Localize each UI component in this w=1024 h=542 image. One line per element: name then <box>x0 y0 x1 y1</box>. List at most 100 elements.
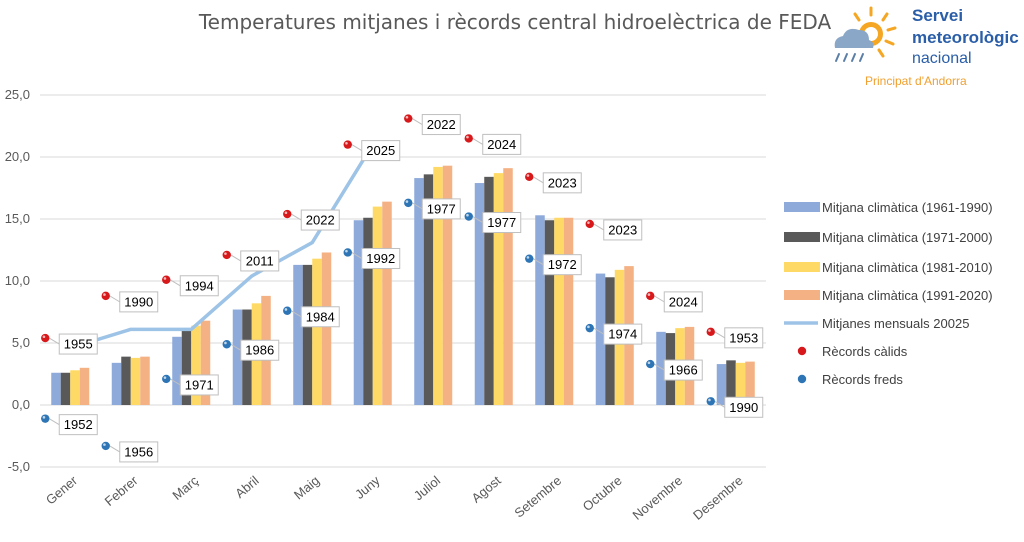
cold-record-label-box <box>240 339 280 361</box>
warm-record-label-box <box>603 219 643 241</box>
y-tick-label: -5,0 <box>8 459 30 474</box>
warm-record-label-text: 1955 <box>64 337 93 352</box>
warm-record-point <box>646 291 655 301</box>
cold-record-label-text: 1986 <box>245 343 274 358</box>
cold-record-point-shine <box>587 325 590 329</box>
bar <box>321 252 332 405</box>
warm-record-point-shine <box>405 115 409 119</box>
bar <box>745 361 755 405</box>
cold-record-point-marker <box>706 397 715 406</box>
bar <box>302 264 313 405</box>
cold-record-point <box>585 323 594 333</box>
cold-record-point-marker <box>101 441 110 451</box>
cold-record-label-box <box>663 359 703 381</box>
warm-record-label-box <box>724 327 764 349</box>
logo-text-meteorologic: meteorològic <box>912 28 1019 47</box>
legend-label: Rècords càlids <box>822 344 908 359</box>
warm-record-point <box>101 291 110 301</box>
cold-record-point-shine <box>42 416 46 419</box>
cold-leader <box>48 418 60 426</box>
warm-record-point-marker <box>101 291 110 301</box>
warm-record-point-shine <box>466 135 469 139</box>
logo: Servei meteorològic nacional Principat d… <box>825 4 1024 90</box>
warm-record-label: 2023 <box>542 172 582 194</box>
warm-record-label-text: 2011 <box>246 253 274 268</box>
cold-record-point <box>525 254 534 263</box>
warm-record-point-marker <box>162 275 171 284</box>
logo-text-servei: Servei <box>912 6 964 25</box>
warm-record-label: 1994 <box>179 275 219 297</box>
warm-record-point-marker <box>525 172 534 182</box>
warm-record-label: 2025 <box>361 140 401 162</box>
warm-record-label: 1955 <box>58 333 98 355</box>
cold-record-label-box <box>603 323 643 345</box>
bar <box>79 367 90 405</box>
warm-record-point-marker <box>646 291 655 301</box>
warm-record-label-text: 2022 <box>427 117 456 132</box>
cold-record-point-marker <box>41 414 50 423</box>
cold-record-label-text: 1974 <box>608 327 637 342</box>
cold-leader <box>351 252 363 259</box>
warm-record-point-shine <box>587 221 590 224</box>
bar <box>121 356 131 405</box>
cold-record-point-shine <box>405 200 409 203</box>
cold-record-label: 1972 <box>542 254 582 276</box>
cold-record-label: 1986 <box>240 339 280 361</box>
bar <box>493 173 504 405</box>
cold-record-label-text: 1990 <box>729 400 758 415</box>
cold-record-label-box <box>724 396 764 418</box>
cold-record-label-text: 1966 <box>669 363 698 378</box>
warm-record-label-text: 2025 <box>366 143 395 158</box>
warm-record-point-marker <box>464 134 473 143</box>
warm-record-label-box <box>58 333 98 355</box>
cold-record-point-shine <box>466 213 469 217</box>
cold-record-label-text: 1984 <box>306 309 335 324</box>
warm-record-label-box <box>421 114 461 136</box>
cold-record-label: 1952 <box>58 414 98 436</box>
x-tick-label: Gener <box>43 472 81 507</box>
warm-record-point-shine <box>163 277 167 280</box>
x-tick-label: Febrer <box>102 472 141 509</box>
warm-record-point-shine <box>345 142 348 145</box>
warm-record-label: 1953 <box>724 327 764 349</box>
warm-leader <box>48 337 60 345</box>
cold-record-label: 1966 <box>663 359 703 381</box>
warm-record-point <box>343 140 352 149</box>
warm-leader <box>411 118 423 125</box>
cold-record-point-shine <box>224 341 227 345</box>
warm-record-point-shine <box>284 211 288 215</box>
cold-record-point-shine <box>103 443 106 446</box>
warm-record-point <box>162 275 171 284</box>
cold-leader <box>472 216 484 223</box>
warm-record-point <box>706 327 715 337</box>
warm-record-label-text: 1953 <box>729 330 758 345</box>
cold-record-label: 1984 <box>300 306 340 328</box>
cold-record-point-marker <box>283 306 292 315</box>
cold-record-point-shine <box>526 256 530 259</box>
warm-record-point-marker <box>41 333 50 343</box>
bar <box>554 217 564 405</box>
cold-record-point <box>343 248 352 257</box>
x-tick-label: Març <box>169 472 201 502</box>
y-tick-label: 5,0 <box>12 335 30 350</box>
bar <box>382 201 392 405</box>
cold-record-label: 1977 <box>482 212 522 234</box>
x-tick-label: Octubre <box>580 473 625 514</box>
warm-record-point <box>404 114 413 123</box>
cold-record-point <box>404 198 413 208</box>
bar <box>191 325 201 405</box>
warm-record-label: 2022 <box>421 114 461 136</box>
cold-record-point-marker <box>404 198 413 208</box>
warm-record-point-shine <box>224 252 227 255</box>
warm-leader <box>532 176 544 184</box>
cold-record-label-text: 1977 <box>487 215 516 230</box>
warm-leader <box>290 213 302 221</box>
cold-record-label-box <box>179 374 219 396</box>
bars <box>51 165 755 405</box>
y-tick-label: 25,0 <box>5 87 30 102</box>
bar <box>544 220 555 405</box>
warm-leader <box>593 223 605 231</box>
cold-leader <box>411 202 423 210</box>
cold-record-label-text: 1972 <box>548 257 577 272</box>
warm-record-point-shine <box>103 293 106 296</box>
